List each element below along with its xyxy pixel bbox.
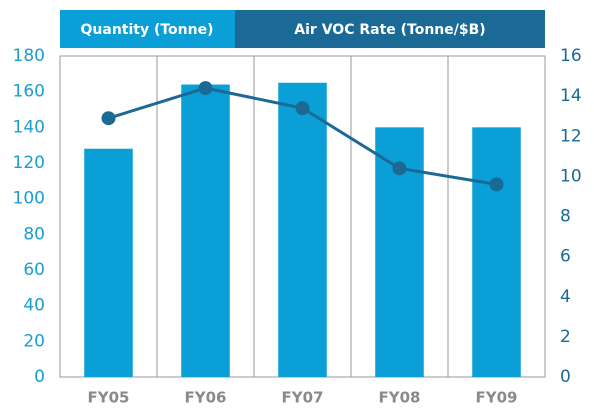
y2-tick-label: 4	[560, 287, 571, 307]
line-point	[101, 111, 116, 126]
y-tick-label: 160	[13, 82, 45, 102]
y2-tick-label: 12	[560, 126, 582, 146]
line-point	[489, 177, 504, 192]
y2-tick-label: 10	[560, 166, 582, 186]
bar	[84, 148, 133, 377]
y-tick-label: 0	[34, 367, 45, 387]
y2-tick-label: 8	[560, 207, 571, 227]
y2-tick-label: 16	[560, 46, 582, 66]
y-tick-label: 40	[23, 296, 45, 316]
bar	[278, 82, 327, 377]
x-tick-label: FY07	[282, 389, 324, 407]
y2-tick-label: 2	[560, 327, 571, 347]
y-tick-label: 60	[23, 260, 45, 280]
bar	[181, 84, 230, 378]
legend-swatch	[60, 10, 235, 48]
y-tick-label: 20	[23, 331, 45, 351]
y-tick-label: 80	[23, 224, 45, 244]
line-point	[392, 161, 407, 176]
x-tick-label: FY05	[88, 389, 130, 407]
x-tick-label: FY09	[476, 389, 518, 407]
y-tick-label: 100	[13, 189, 45, 209]
line-point	[198, 81, 213, 96]
y2-tick-label: 6	[560, 247, 571, 267]
bar	[472, 127, 521, 377]
y-tick-label: 140	[13, 117, 45, 137]
x-tick-label: FY08	[379, 389, 421, 407]
y-tick-label: 180	[13, 46, 45, 66]
y2-tick-label: 0	[560, 367, 571, 387]
y-tick-label: 120	[13, 153, 45, 173]
y2-tick-label: 14	[560, 86, 582, 106]
line-point	[295, 101, 310, 116]
legend-label: Quantity (Tonne)	[81, 22, 214, 38]
legend-swatch	[235, 10, 545, 48]
legend-label: Air VOC Rate (Tonne/$B)	[294, 22, 485, 38]
x-tick-label: FY06	[185, 389, 227, 407]
